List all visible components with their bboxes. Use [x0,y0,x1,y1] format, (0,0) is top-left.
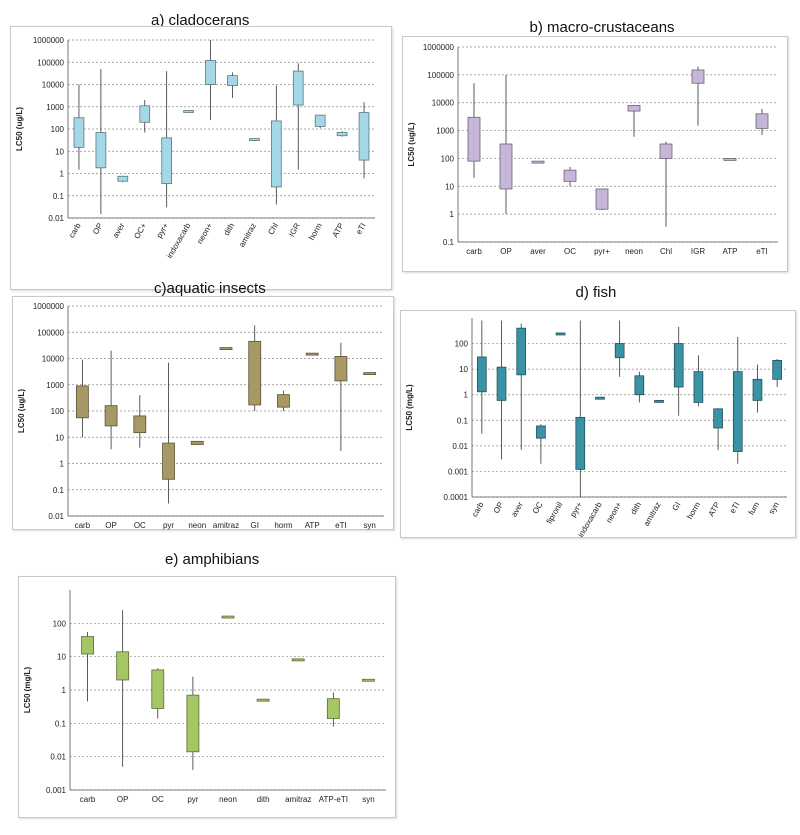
chart-frame-amphibians [18,576,396,818]
panel-title-aquatic-insects: c)aquatic insects [154,280,266,297]
panel-title-amphibians: e) amphibians [165,551,260,568]
panel-title-cladocerans: a) cladocerans [151,12,250,29]
chart-frame-macro-crustaceans [402,36,788,272]
chart-frame-cladocerans [10,26,392,290]
panel-title-macro-crustaceans: b) macro-crustaceans [529,19,675,36]
chart-frame-aquatic-insects [12,296,394,530]
panel-title-fish: d) fish [575,284,617,301]
chart-frame-fish [400,310,796,538]
